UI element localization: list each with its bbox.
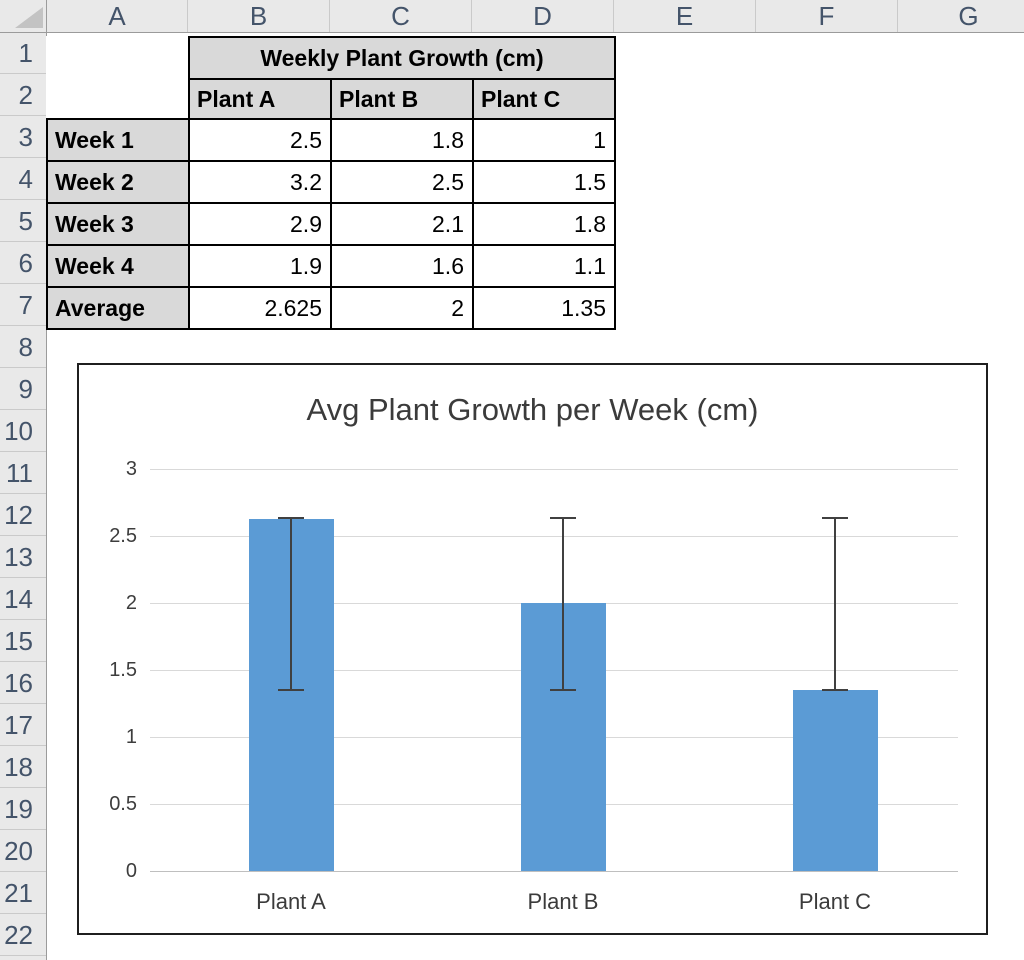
- row-header-9[interactable]: 9: [0, 369, 46, 410]
- avg-growth-chart[interactable]: Avg Plant Growth per Week (cm) 0 0.5 1 1.5 2…: [77, 363, 988, 935]
- gridline: [150, 535, 958, 537]
- x-axis-category-label: Plant B: [527, 889, 599, 914]
- row-header-2[interactable]: 2: [0, 75, 46, 116]
- select-all-corner[interactable]: [0, 0, 47, 33]
- row-header-10[interactable]: 10: [0, 411, 46, 452]
- cell-B4[interactable]: 3.2: [188, 160, 332, 204]
- y-axis-tick-label: 1.5: [109, 658, 137, 681]
- row-header-18[interactable]: 18: [0, 747, 46, 788]
- cell-A5-row-label[interactable]: Week 3: [46, 202, 190, 246]
- cell-D3[interactable]: 1: [472, 118, 616, 162]
- cell-B7[interactable]: 2.625: [188, 286, 332, 330]
- row-header-14[interactable]: 14: [0, 579, 46, 620]
- y-axis-tick-label: 3: [125, 457, 137, 480]
- cell-B6[interactable]: 1.9: [188, 244, 332, 288]
- column-header-E[interactable]: E: [614, 0, 756, 32]
- row-header-22[interactable]: 22: [0, 915, 46, 956]
- error-bar-cap: [278, 517, 304, 520]
- column-header-A[interactable]: A: [47, 0, 188, 32]
- cell-B1-merged-table-title[interactable]: Weekly Plant Growth (cm): [188, 36, 616, 80]
- cell-D2[interactable]: Plant C: [472, 78, 616, 120]
- x-axis-category-label: Plant C: [798, 889, 872, 914]
- cell-B2[interactable]: Plant A: [188, 78, 332, 120]
- row-headers: 1 2 3 4 5 6 7 8 9 10 11 12 13 14 15 16 17 18 19 20 21 22: [0, 33, 47, 960]
- cell-D5[interactable]: 1.8: [472, 202, 616, 246]
- cell-C2[interactable]: Plant B: [330, 78, 474, 120]
- row-header-4[interactable]: 4: [0, 159, 46, 200]
- cell-A3-row-label[interactable]: Week 1: [46, 118, 190, 162]
- cell-C3[interactable]: 1.8: [330, 118, 474, 162]
- y-axis-tick-label: 2.5: [109, 524, 137, 547]
- cell-C6[interactable]: 1.6: [330, 244, 474, 288]
- row-header-8[interactable]: 8: [0, 327, 46, 368]
- cell-A7-row-label[interactable]: Average: [46, 286, 190, 330]
- cell-A6-row-label[interactable]: Week 4: [46, 244, 190, 288]
- column-header-B[interactable]: B: [188, 0, 330, 32]
- row-header-17[interactable]: 17: [0, 705, 46, 746]
- y-axis-tick-label: 0: [125, 860, 137, 882]
- sheet-body: Weekly Plant Growth (cm) Plant A Plant B Pl…: [46, 33, 1024, 960]
- chart-title[interactable]: Avg Plant Growth per Week (cm): [306, 392, 759, 427]
- x-axis-category-label: Plant A: [256, 889, 326, 914]
- error-bar: [290, 518, 292, 690]
- row-header-21[interactable]: 21: [0, 873, 46, 914]
- row-header-20[interactable]: 20: [0, 831, 46, 872]
- error-bar-cap: [822, 517, 848, 520]
- error-bar: [562, 518, 564, 690]
- cell-D4[interactable]: 1.5: [472, 160, 616, 204]
- cell-C5[interactable]: 2.1: [330, 202, 474, 246]
- row-header-11[interactable]: 11: [0, 453, 46, 494]
- column-header-D[interactable]: D: [472, 0, 614, 32]
- row-header-1[interactable]: 1: [0, 33, 46, 74]
- row-header-7[interactable]: 7: [0, 285, 46, 326]
- row-header-15[interactable]: 15: [0, 621, 46, 662]
- select-all-triangle-icon: [15, 7, 43, 28]
- gridline: [150, 468, 958, 470]
- row-header-3[interactable]: 3: [0, 117, 46, 158]
- row-header-19[interactable]: 19: [0, 789, 46, 830]
- cell-B5[interactable]: 2.9: [188, 202, 332, 246]
- column-header-C[interactable]: C: [330, 0, 472, 32]
- row-header-5[interactable]: 5: [0, 201, 46, 242]
- cell-C7[interactable]: 2: [330, 286, 474, 330]
- cell-D6[interactable]: 1.1: [472, 244, 616, 288]
- column-header-F[interactable]: F: [756, 0, 898, 32]
- error-bar: [834, 518, 836, 690]
- row-header-13[interactable]: 13: [0, 537, 46, 578]
- cell-D7[interactable]: 1.35: [472, 286, 616, 330]
- error-bar-cap: [822, 688, 848, 691]
- cell-B3[interactable]: 2.5: [188, 118, 332, 162]
- cell-A4-row-label[interactable]: Week 2: [46, 160, 190, 204]
- error-bar-cap: [550, 688, 576, 691]
- y-axis-tick-label: 0.5: [109, 792, 137, 815]
- cell-A1-A2-empty[interactable]: [46, 36, 190, 120]
- gridline: [150, 871, 958, 872]
- row-header-6[interactable]: 6: [0, 243, 46, 284]
- y-axis-tick-label: 1: [125, 725, 137, 748]
- plot-area: 0 0.5 1 1.5 2 2.5 3 Plant A Plant B Plant C: [79, 365, 986, 933]
- cell-C4[interactable]: 2.5: [330, 160, 474, 204]
- error-bar-cap: [550, 517, 576, 520]
- error-bar-cap: [278, 688, 304, 691]
- column-header-G[interactable]: G: [898, 0, 1024, 32]
- bar-plant-c[interactable]: [792, 689, 878, 871]
- y-axis-tick-label: 2: [125, 591, 137, 614]
- row-header-12[interactable]: 12: [0, 495, 46, 536]
- row-header-16[interactable]: 16: [0, 663, 46, 704]
